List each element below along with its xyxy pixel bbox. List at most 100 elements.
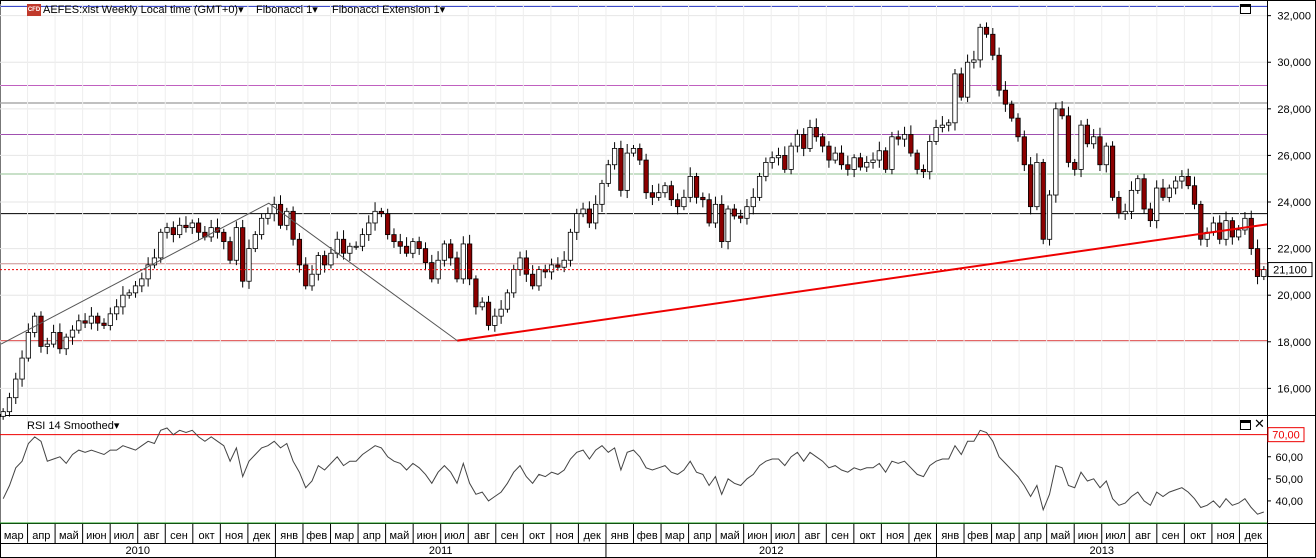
candle-body [1109,145,1116,198]
candle [1141,173,1147,214]
candle [1034,153,1040,211]
candle [13,372,19,404]
candle [782,146,788,173]
candle-body [700,196,706,201]
candle-body [819,136,826,147]
candle [385,208,391,240]
candle-body [101,322,107,326]
candle-body [240,227,246,282]
candle [920,164,927,179]
candle [177,217,183,239]
candle-body [769,157,775,163]
candle [1028,157,1034,215]
candle-body [838,152,845,166]
month-label: май [389,530,409,542]
fibonacci-dropdown[interactable]: Fibonacci 1▾ [256,4,318,16]
month-label: апр [32,530,50,542]
month-label: фев [967,530,988,542]
candle-body [706,199,712,224]
fibonacci-extension-dropdown[interactable]: Fibonacci Extension 1▾ [332,4,446,16]
candle [649,185,656,206]
candle-body [1015,117,1021,138]
candle-body [32,315,38,333]
candle-body [523,257,529,275]
candle-body [883,150,889,170]
candle [1254,239,1261,285]
candle [580,202,586,218]
candle-body [864,162,870,168]
candle [284,207,290,231]
candle [69,325,76,345]
candle-body [1236,229,1242,238]
candle-body [1254,248,1261,277]
candle-body [807,127,813,149]
candle-body [1128,189,1135,212]
candle-body [126,292,132,296]
candle [410,238,416,259]
candle-body [6,397,13,413]
candle-body [593,203,599,224]
candle-body [1179,175,1185,182]
candle-body [195,222,202,233]
month-label: окт [529,530,545,542]
candle [372,202,378,231]
candle [32,312,38,338]
rsi-level-box [1267,427,1305,443]
candle [990,27,996,61]
candle-body [441,243,448,261]
candle-body [1122,210,1128,215]
candle-body [328,252,334,266]
year-label: 2011 [429,545,453,557]
candle-body [391,234,397,243]
candle-body [548,264,555,273]
candle-body [151,257,158,266]
candle-body [624,152,630,191]
price-tick-label: 28,000 [1277,104,1311,116]
candle [0,408,6,420]
candle-body [290,210,296,240]
candle-body [277,203,284,226]
month-label: июл [775,530,796,542]
rsi-dropdown[interactable]: RSI 14 Smoothed▾ [27,420,120,432]
candle [719,195,725,248]
candle-body [964,61,971,98]
candle [1128,181,1135,220]
candle [1084,118,1090,148]
price-tick-label: 24,000 [1277,197,1311,209]
candle-body [340,238,347,254]
candle-body [813,127,819,138]
candle [668,180,674,206]
candle [1166,184,1172,203]
candle-body [189,222,195,229]
candle [813,118,819,142]
candle-body [454,257,460,280]
candle [908,125,914,157]
month-label: сен [1162,530,1180,542]
candle-body [756,175,763,198]
candle [258,213,265,240]
rsi-maximize-icon[interactable] [1240,420,1251,430]
month-label: сен [831,530,849,542]
candle [1015,113,1021,142]
candle [1160,178,1166,201]
candle-body [1147,208,1153,222]
candle-body [908,134,914,154]
candle [561,251,567,273]
symbol-dropdown[interactable]: AEFES:xist Weekly Local time (GMT+0)▾ [43,4,244,16]
candle-body [914,152,920,170]
candle-body [227,241,233,261]
maximize-icon[interactable] [1240,4,1251,14]
month-label: ноя [1217,530,1235,542]
candle [1172,176,1179,195]
month-label: ноя [225,530,243,542]
month-label: июл [444,530,465,542]
price-tick-label: 26,000 [1277,150,1311,162]
close-icon[interactable]: ✕ [1254,416,1265,431]
candle [706,193,712,227]
month-label: апр [693,530,711,542]
month-label: окт [199,530,215,542]
candle-body [139,278,145,287]
candle [296,232,303,273]
year-label: 2010 [125,545,149,557]
